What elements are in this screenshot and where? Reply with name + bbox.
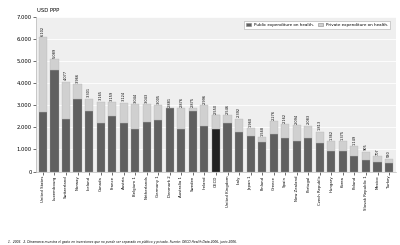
Text: 1.568: 1.568 <box>260 125 264 135</box>
Text: 2.996: 2.996 <box>202 94 206 104</box>
Bar <box>304 138 312 172</box>
Bar <box>304 126 312 138</box>
Bar <box>96 123 105 172</box>
Text: 3.044: 3.044 <box>133 93 137 103</box>
Text: 3.966: 3.966 <box>76 73 80 83</box>
Bar <box>120 103 128 123</box>
Bar <box>224 115 232 123</box>
Bar <box>246 128 255 136</box>
Bar <box>200 126 208 172</box>
Text: 2.876: 2.876 <box>179 97 183 107</box>
Text: 2.162: 2.162 <box>283 112 287 122</box>
Bar <box>200 105 208 126</box>
Text: 2.094: 2.094 <box>295 114 299 124</box>
Bar <box>374 156 382 162</box>
Text: 3.165: 3.165 <box>99 90 103 100</box>
Bar <box>50 59 58 70</box>
Bar <box>74 99 82 172</box>
Text: 2.881: 2.881 <box>168 97 172 107</box>
Bar <box>374 162 382 172</box>
Text: 707: 707 <box>376 148 380 155</box>
Bar <box>39 37 47 112</box>
Text: 1.362: 1.362 <box>329 130 333 140</box>
Text: 3.124: 3.124 <box>122 91 126 101</box>
Bar <box>143 104 151 122</box>
Bar <box>212 115 220 128</box>
Bar <box>281 124 289 138</box>
Text: 580: 580 <box>387 151 391 157</box>
Bar <box>177 128 186 171</box>
Bar <box>154 120 162 172</box>
Text: 1.960: 1.960 <box>249 117 253 127</box>
Text: 4.077: 4.077 <box>64 70 68 80</box>
Text: 3.159: 3.159 <box>110 90 114 100</box>
Bar <box>270 121 278 134</box>
Bar <box>316 143 324 171</box>
Text: 1.149: 1.149 <box>352 135 356 145</box>
Bar <box>339 150 347 172</box>
Bar <box>350 146 358 156</box>
Bar <box>339 141 347 150</box>
Bar <box>96 102 105 123</box>
Text: 2.276: 2.276 <box>272 110 276 120</box>
Bar <box>327 150 336 172</box>
Bar <box>62 82 70 119</box>
Bar <box>143 122 151 172</box>
Text: 2.875: 2.875 <box>191 97 195 107</box>
Bar <box>362 152 370 160</box>
Bar <box>385 159 393 163</box>
Bar <box>327 141 336 150</box>
Text: 1.  2003.  2. Dinamarca muestra el gasto en inversiones que no puede ser separad: 1. 2003. 2. Dinamarca muestra el gasto e… <box>8 240 237 244</box>
Text: 905: 905 <box>364 144 368 150</box>
Text: 2.550: 2.550 <box>214 104 218 114</box>
Text: 1.813: 1.813 <box>318 120 322 130</box>
Bar <box>293 125 301 141</box>
Text: 3.301: 3.301 <box>87 87 91 98</box>
Bar <box>108 102 116 116</box>
Bar <box>362 160 370 171</box>
Bar <box>166 108 174 172</box>
Bar <box>85 111 93 172</box>
Bar <box>212 128 220 171</box>
Bar <box>258 137 266 142</box>
Bar <box>177 108 186 128</box>
Bar <box>235 119 243 132</box>
Text: 3.043: 3.043 <box>145 93 149 103</box>
Text: 3.005: 3.005 <box>156 94 160 104</box>
Bar <box>131 128 139 171</box>
Bar <box>154 105 162 120</box>
Bar <box>212 128 220 171</box>
Bar <box>212 115 220 128</box>
Text: 2.083: 2.083 <box>306 114 310 124</box>
Bar <box>85 99 93 111</box>
Text: 5.089: 5.089 <box>52 48 56 58</box>
Bar <box>50 70 58 172</box>
Bar <box>39 112 47 172</box>
Text: 2.392: 2.392 <box>237 107 241 117</box>
Text: 1.375: 1.375 <box>341 130 345 140</box>
Text: USD PPP: USD PPP <box>37 8 60 13</box>
Bar <box>224 123 232 172</box>
Bar <box>120 123 128 172</box>
Bar <box>235 132 243 172</box>
Bar <box>108 116 116 172</box>
Bar <box>258 142 266 172</box>
Bar <box>74 84 82 99</box>
Bar <box>270 134 278 172</box>
Legend: Public expenditure on health., Private expenditure on health.: Public expenditure on health., Private e… <box>244 21 390 29</box>
Bar <box>62 119 70 172</box>
Bar <box>246 136 255 171</box>
Bar <box>131 104 139 128</box>
Bar <box>189 108 197 111</box>
Bar <box>350 156 358 171</box>
Bar <box>281 138 289 172</box>
Bar <box>316 132 324 143</box>
Bar <box>189 111 197 172</box>
Bar <box>385 163 393 172</box>
Text: 2.546: 2.546 <box>226 104 230 114</box>
Bar <box>293 141 301 172</box>
Text: 6.102: 6.102 <box>41 25 45 36</box>
